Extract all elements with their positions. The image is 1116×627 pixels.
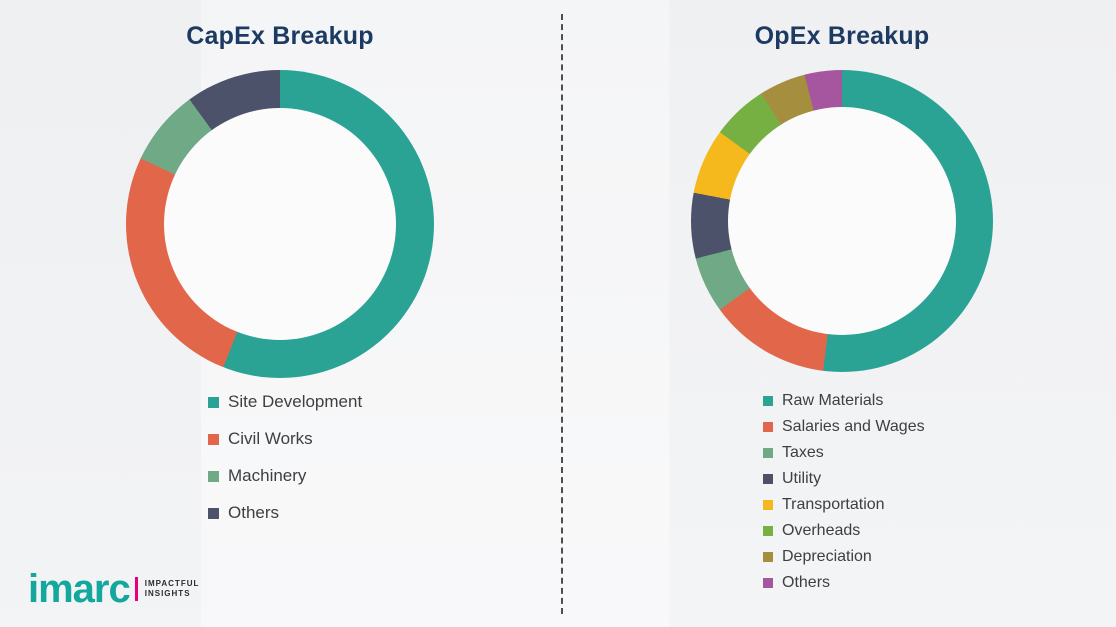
opex-chart-title: OpEx Breakup xyxy=(754,22,930,50)
legend-label: Transportation xyxy=(782,496,885,513)
legend-item: Salaries and Wages xyxy=(763,418,925,436)
capex-chart-title: CapEx Breakup xyxy=(186,22,374,50)
legend-label: Civil Works xyxy=(228,429,313,448)
legend-swatch xyxy=(208,470,219,482)
capex-donut-chart xyxy=(126,70,434,378)
legend-item: Transportation xyxy=(763,496,925,514)
legend-swatch xyxy=(763,526,773,536)
imarc-logo-tagline: IMPACTFUL INSIGHTS xyxy=(145,579,200,600)
legend-label: Overheads xyxy=(782,522,861,539)
legend-swatch xyxy=(763,448,773,458)
opex-donut-chart xyxy=(691,70,993,372)
legend-item: Machinery xyxy=(208,466,362,486)
imarc-logo-accent-bar xyxy=(134,577,138,601)
legend-item: Taxes xyxy=(763,444,925,462)
legend-label: Machinery xyxy=(228,466,307,485)
legend-swatch xyxy=(763,396,773,406)
legend-swatch xyxy=(763,578,773,588)
legend-swatch xyxy=(763,500,773,510)
legend-label: Depreciation xyxy=(782,548,872,565)
divider-dashed-line xyxy=(561,14,563,614)
capex-donut-hole xyxy=(164,108,396,340)
legend-label: Others xyxy=(782,574,831,591)
legend-swatch xyxy=(763,422,773,432)
legend-item: Site Development xyxy=(208,392,362,412)
imarc-logo-tagline-line1: IMPACTFUL xyxy=(144,578,200,588)
capex-legend: Site Development Civil Works Machinery Othe… xyxy=(208,392,362,540)
legend-label: Raw Materials xyxy=(782,392,884,409)
legend-item: Utility xyxy=(763,470,925,488)
legend-swatch xyxy=(763,474,773,484)
legend-label: Taxes xyxy=(782,444,824,461)
imarc-logo-wordmark: imarc xyxy=(28,567,131,611)
legend-swatch xyxy=(208,396,219,408)
imarc-logo: imarc IMPACTFUL INSIGHTS xyxy=(28,569,199,609)
legend-label: Site Development xyxy=(228,392,363,411)
legend-item: Civil Works xyxy=(208,429,362,449)
legend-item: Depreciation xyxy=(763,548,925,566)
legend-item: Others xyxy=(763,574,925,592)
legend-label: Others xyxy=(228,503,280,522)
legend-label: Utility xyxy=(782,470,822,487)
opex-donut-hole xyxy=(728,107,956,335)
legend-swatch xyxy=(763,552,773,562)
legend-swatch xyxy=(208,507,219,519)
legend-item: Raw Materials xyxy=(763,392,925,410)
imarc-logo-tagline-line2: INSIGHTS xyxy=(144,589,191,598)
legend-swatch xyxy=(208,433,219,445)
legend-label: Salaries and Wages xyxy=(782,418,925,435)
legend-item: Others xyxy=(208,503,362,523)
opex-legend: Raw Materials Salaries and Wages Taxes Util… xyxy=(763,392,925,600)
legend-item: Overheads xyxy=(763,522,925,540)
